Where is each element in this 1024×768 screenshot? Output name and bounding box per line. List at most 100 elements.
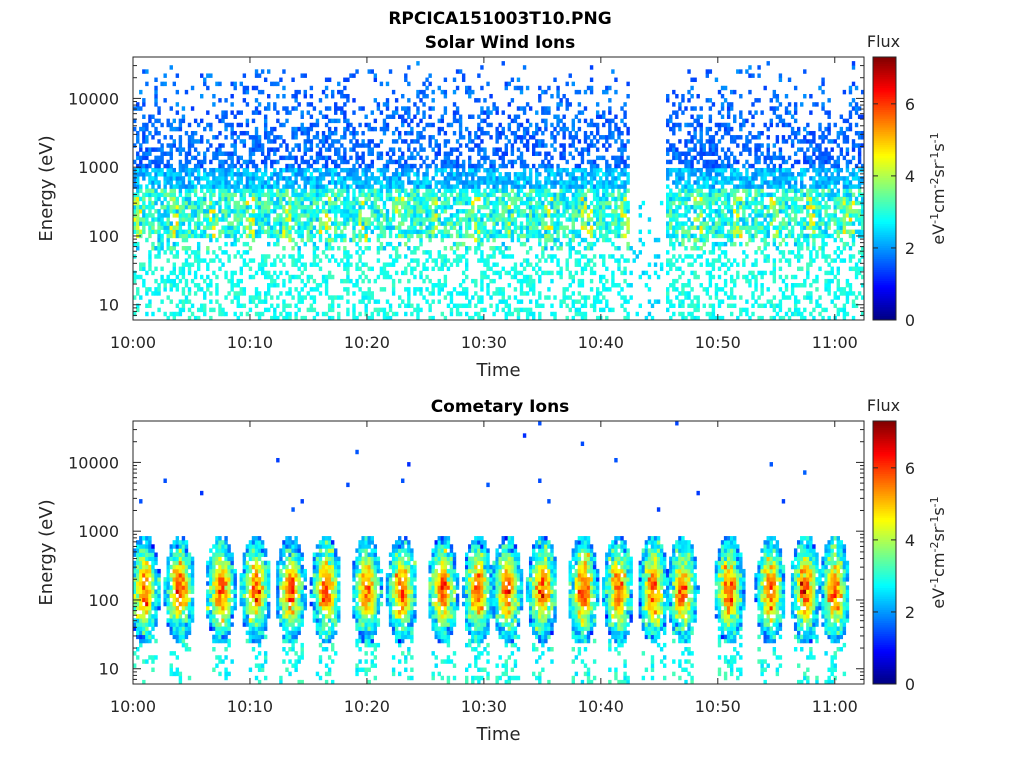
spectrogram-cell: [294, 204, 298, 210]
spectrogram-cell: [571, 204, 575, 210]
spectrogram-cell: [285, 229, 289, 235]
spectrogram-cell: [330, 307, 335, 313]
spectrogram-cell: [595, 184, 600, 189]
spectrogram-cell: [190, 188, 195, 193]
spectrogram-cell: [324, 311, 329, 317]
spectrogram-cell: [251, 209, 256, 214]
spectrogram-cell: [233, 233, 237, 239]
spectrogram-cell: [440, 192, 445, 198]
spectrogram-cell: [416, 110, 420, 115]
spectrogram-cell: [160, 274, 164, 280]
spectrogram-cell: [583, 192, 588, 198]
spectrogram-cell: [416, 167, 420, 173]
spectrogram-cell: [672, 130, 676, 136]
spectrogram-cell: [422, 135, 426, 140]
spectrogram-cell: [142, 204, 146, 210]
spectrogram-cell: [321, 209, 326, 214]
spectrogram-cell: [559, 126, 563, 132]
spectrogram-cell: [580, 270, 585, 276]
spectrogram-cell: [461, 200, 466, 206]
spectrogram-cell: [507, 180, 512, 185]
spectrogram-cell: [623, 278, 627, 284]
spectrogram-cell: [349, 262, 353, 267]
spectrogram-cell: [364, 122, 368, 128]
spectrogram-cell: [528, 229, 533, 235]
spectrogram-cell: [239, 139, 243, 144]
spectrogram-cell: [160, 155, 164, 161]
spectrogram-cell: [358, 258, 362, 263]
spectrogram-cell: [169, 167, 173, 173]
spectrogram-cell: [617, 176, 621, 181]
spectrogram-cell: [394, 159, 399, 165]
spectrogram-cell: [583, 204, 588, 210]
spectrogram-cell: [422, 159, 426, 165]
spectrogram-cell: [163, 135, 167, 140]
spectrogram-cell: [571, 155, 575, 161]
spectrogram-cell: [215, 147, 219, 152]
spectrogram-cell: [273, 159, 277, 165]
spectrogram-cell: [434, 204, 438, 210]
spectrogram-cell: [373, 196, 378, 202]
spectrogram-cell: [419, 98, 423, 103]
spectrogram-cell: [465, 274, 469, 280]
spectrogram-cell: [513, 135, 518, 140]
spectrogram-cell: [163, 192, 167, 198]
spectrogram-cell: [507, 283, 512, 288]
spectrogram-cell: [154, 266, 158, 272]
spectrogram-cell: [212, 172, 216, 177]
spectrogram-cell: [169, 135, 173, 140]
spectrogram-cell: [337, 192, 341, 198]
spectrogram-cell: [376, 299, 381, 304]
spectrogram-cell: [532, 283, 536, 288]
spectrogram-cell: [379, 139, 384, 144]
spectrogram-cell: [385, 225, 390, 230]
spectrogram-cell: [233, 163, 237, 169]
spectrogram-cell: [565, 172, 569, 177]
spectrogram-cell: [477, 180, 481, 185]
spectrogram-cell: [522, 180, 527, 185]
spectrogram-cell: [334, 180, 338, 185]
spectrogram-cell: [544, 221, 548, 226]
spectrogram-cell: [263, 258, 268, 263]
spectrogram-cell: [260, 172, 265, 177]
spectrogram-cell: [474, 130, 478, 136]
spectrogram-cell: [209, 233, 213, 239]
spectrogram-cell: [495, 303, 499, 309]
spectrogram-cell: [166, 209, 170, 214]
spectrogram-cell: [312, 217, 317, 222]
spectrogram-cell: [282, 139, 286, 144]
spectrogram-cell: [233, 172, 237, 177]
spectrogram-cell: [577, 200, 582, 206]
spectrogram-cell: [410, 126, 414, 132]
spectrogram-cell: [263, 77, 268, 83]
spectrogram-cell: [224, 204, 228, 210]
spectrogram-cell: [361, 184, 365, 189]
spectrogram-cell: [580, 176, 585, 181]
spectrogram-cell: [309, 213, 314, 218]
spectrogram-cell: [315, 184, 320, 189]
spectrogram-cell: [535, 213, 539, 218]
spectrogram-cell: [254, 163, 259, 169]
spectrogram-cell: [510, 254, 515, 259]
spectrogram-cell: [666, 250, 670, 255]
spectrogram-cell: [690, 262, 694, 267]
spectrogram-cell: [367, 184, 371, 189]
spectrogram-cell: [510, 221, 515, 226]
spectrogram-cell: [571, 278, 575, 284]
spectrogram-cell: [431, 106, 435, 111]
spectrogram-cell: [544, 143, 548, 148]
spectrogram-cell: [193, 221, 198, 226]
spectrogram-cell: [696, 114, 700, 119]
spectrogram-cell: [498, 246, 502, 251]
spectrogram-cell: [565, 180, 569, 185]
spectrogram-cell: [209, 73, 213, 78]
spectrogram-cell: [282, 315, 286, 321]
spectrogram-cell: [699, 176, 703, 181]
spectrogram-cell: [528, 246, 533, 251]
spectrogram-cell: [267, 155, 271, 161]
spectrogram-cell: [669, 315, 673, 321]
spectrogram-cell: [294, 176, 298, 181]
spectrogram-cell: [187, 307, 192, 313]
spectrogram-cell: [687, 98, 691, 103]
spectrogram-cell: [257, 180, 262, 185]
